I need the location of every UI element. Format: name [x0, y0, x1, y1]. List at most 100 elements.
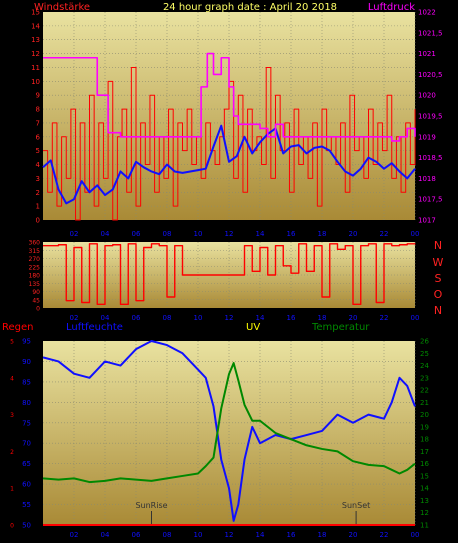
x-tick-label: 16	[287, 230, 296, 238]
wind-direction-tick: 180	[29, 273, 41, 280]
temperature-tick: 11	[420, 522, 429, 530]
direction-time-axis: 02 04 06 08 10 12 14 16 18 20 22 00	[70, 314, 420, 322]
rain-label: Regen	[2, 322, 34, 333]
humidity-tick: 95	[22, 338, 31, 346]
humidity-label: Luftfeuchte	[66, 322, 123, 333]
x-tick-label: 16	[287, 531, 296, 539]
wind-speed-tick: 11	[31, 64, 40, 72]
wind-speed-tick: 13	[31, 36, 40, 44]
humidity-tick: 80	[22, 399, 31, 407]
x-tick-label: 18	[318, 230, 327, 238]
humidity-axis: 50 55 60 65 70 75 80 85 90 95	[22, 338, 31, 530]
wind-speed-tick: 15	[31, 9, 40, 17]
x-tick-label: 00	[411, 230, 420, 238]
wind-direction-tick: 0	[36, 306, 40, 313]
wind-speed-tick: 5	[36, 147, 40, 155]
rain-tick: 4	[10, 375, 14, 382]
wind-direction-tick: 270	[29, 256, 41, 263]
wind-pressure-series	[42, 52, 416, 221]
pressure-tick: 1018	[418, 175, 436, 183]
rain-tick: 2	[10, 449, 14, 456]
wind-speed-tick: 1	[36, 203, 40, 211]
rain-tick: 1	[10, 486, 14, 493]
pressure-axis: 1017 1017,5 1018 1018,5 1019 1019,5 1020 1020,5…	[418, 9, 443, 225]
wind-direction-tick: 360	[29, 240, 41, 247]
humidity-tick: 55	[22, 501, 31, 509]
temperature-tick: 13	[420, 497, 429, 505]
x-tick-label: 22	[380, 531, 389, 539]
humidity-tick: 85	[22, 378, 31, 386]
compass-w: W	[433, 256, 444, 269]
wind-direction-tick: 225	[29, 264, 41, 271]
wind-direction-line	[43, 243, 416, 306]
humidity-tick: 70	[22, 440, 31, 448]
x-tick-label: 00	[411, 314, 420, 322]
wind-speed-tick: 10	[31, 78, 40, 86]
x-tick-label: 22	[380, 230, 389, 238]
x-tick-label: 04	[101, 314, 110, 322]
x-tick-label: 12	[225, 531, 234, 539]
x-tick-label: 12	[225, 314, 234, 322]
temperature-line	[42, 362, 416, 484]
x-tick-label: 08	[163, 531, 172, 539]
wind-speed-tick: 6	[36, 133, 41, 141]
temperature-tick: 15	[420, 472, 429, 480]
temperature-tick: 22	[420, 387, 429, 395]
wind-direction-series	[43, 243, 416, 306]
x-tick-label: 14	[256, 230, 265, 238]
temperature-tick: 17	[420, 448, 429, 456]
pressure-tick: 1019,5	[418, 113, 443, 121]
humidity-time-axis: 02 04 06 08 10 12 14 16 18 20 22 00	[70, 531, 420, 539]
rain-axis: 0 1 2 3 4 5	[10, 339, 14, 530]
x-tick-label: 02	[70, 531, 79, 539]
x-tick-label: 14	[256, 531, 265, 539]
rain-tick: 0	[10, 523, 14, 530]
x-tick-label: 04	[101, 531, 110, 539]
pressure-line	[43, 52, 416, 142]
x-tick-label: 20	[349, 314, 358, 322]
wind-speed-tick: 8	[36, 106, 40, 114]
pressure-tick: 1020	[418, 92, 436, 100]
wind-speed-label: Windstärke	[34, 2, 90, 13]
temperature-tick: 24	[420, 362, 429, 370]
wind-pressure-plot-area	[43, 12, 415, 220]
rain-tick: 5	[10, 339, 14, 346]
compass-n-top: N	[434, 239, 442, 252]
wind-direction-tick: 135	[29, 281, 41, 288]
wind-direction-tick: 315	[29, 248, 41, 255]
x-tick-label: 00	[411, 531, 420, 539]
compass-s: S	[435, 272, 442, 285]
x-tick-label: 08	[163, 314, 172, 322]
pressure-tick: 1021	[418, 50, 436, 58]
temperature-label: Temperatur	[311, 322, 370, 333]
x-tick-label: 18	[318, 314, 327, 322]
wind-speed-tick: 7	[36, 119, 40, 127]
humidity-tick: 65	[22, 460, 31, 468]
compass-labels: N W S O N	[433, 239, 444, 317]
x-tick-label: 20	[349, 230, 358, 238]
pressure-tick: 1017	[418, 217, 436, 225]
temperature-tick: 25	[420, 350, 429, 358]
x-tick-label: 12	[225, 230, 234, 238]
humidity-line	[42, 340, 416, 522]
sunset-marker-label: SunSet	[342, 501, 370, 510]
wind-speed-tick: 12	[31, 50, 40, 58]
x-tick-label: 16	[287, 314, 296, 322]
temperature-tick: 18	[420, 436, 429, 444]
temperature-tick: 23	[420, 374, 429, 382]
x-tick-label: 06	[132, 314, 141, 322]
wind-direction-tick: 45	[32, 297, 40, 304]
pressure-tick: 1019	[418, 133, 436, 141]
uv-label: UV	[246, 322, 260, 333]
temperature-tick: 19	[420, 423, 429, 431]
x-tick-label: 06	[132, 531, 141, 539]
pressure-tick: 1022	[418, 9, 436, 17]
temperature-tick: 14	[420, 485, 429, 493]
x-tick-label: 18	[318, 531, 327, 539]
temperature-tick: 26	[420, 338, 429, 346]
